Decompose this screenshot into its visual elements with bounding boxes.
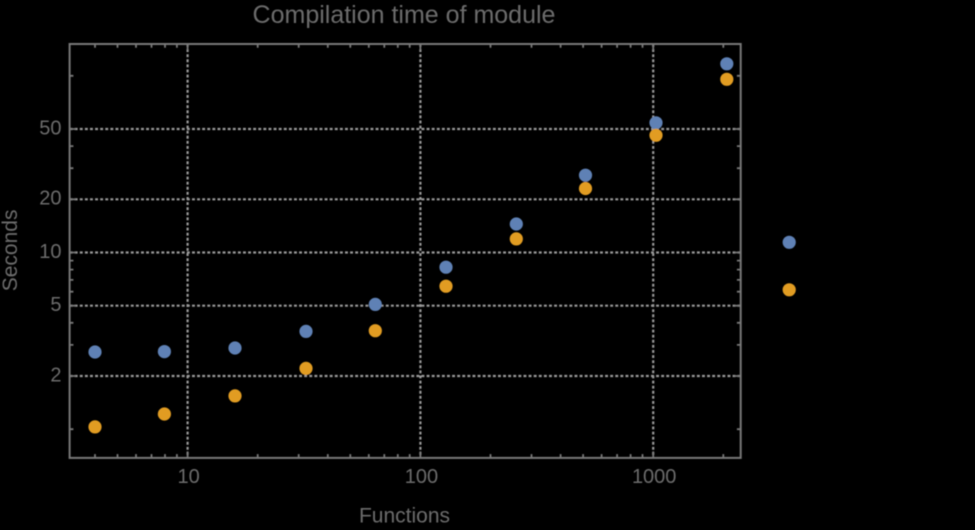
svg-text:5: 5 [50, 294, 61, 316]
svg-text:20: 20 [39, 188, 61, 210]
svg-text:Seconds: Seconds [0, 210, 22, 292]
svg-text:10: 10 [39, 241, 61, 263]
svg-text:100: 100 [405, 466, 438, 488]
svg-text:50: 50 [39, 117, 61, 139]
svg-text:2: 2 [50, 364, 61, 386]
svg-text:Functions: Functions [359, 505, 450, 525]
svg-text:1000: 1000 [632, 466, 677, 488]
svg-text:10: 10 [177, 466, 199, 488]
svg-text:Compilation time of module: Compilation time of module [253, 1, 556, 29]
